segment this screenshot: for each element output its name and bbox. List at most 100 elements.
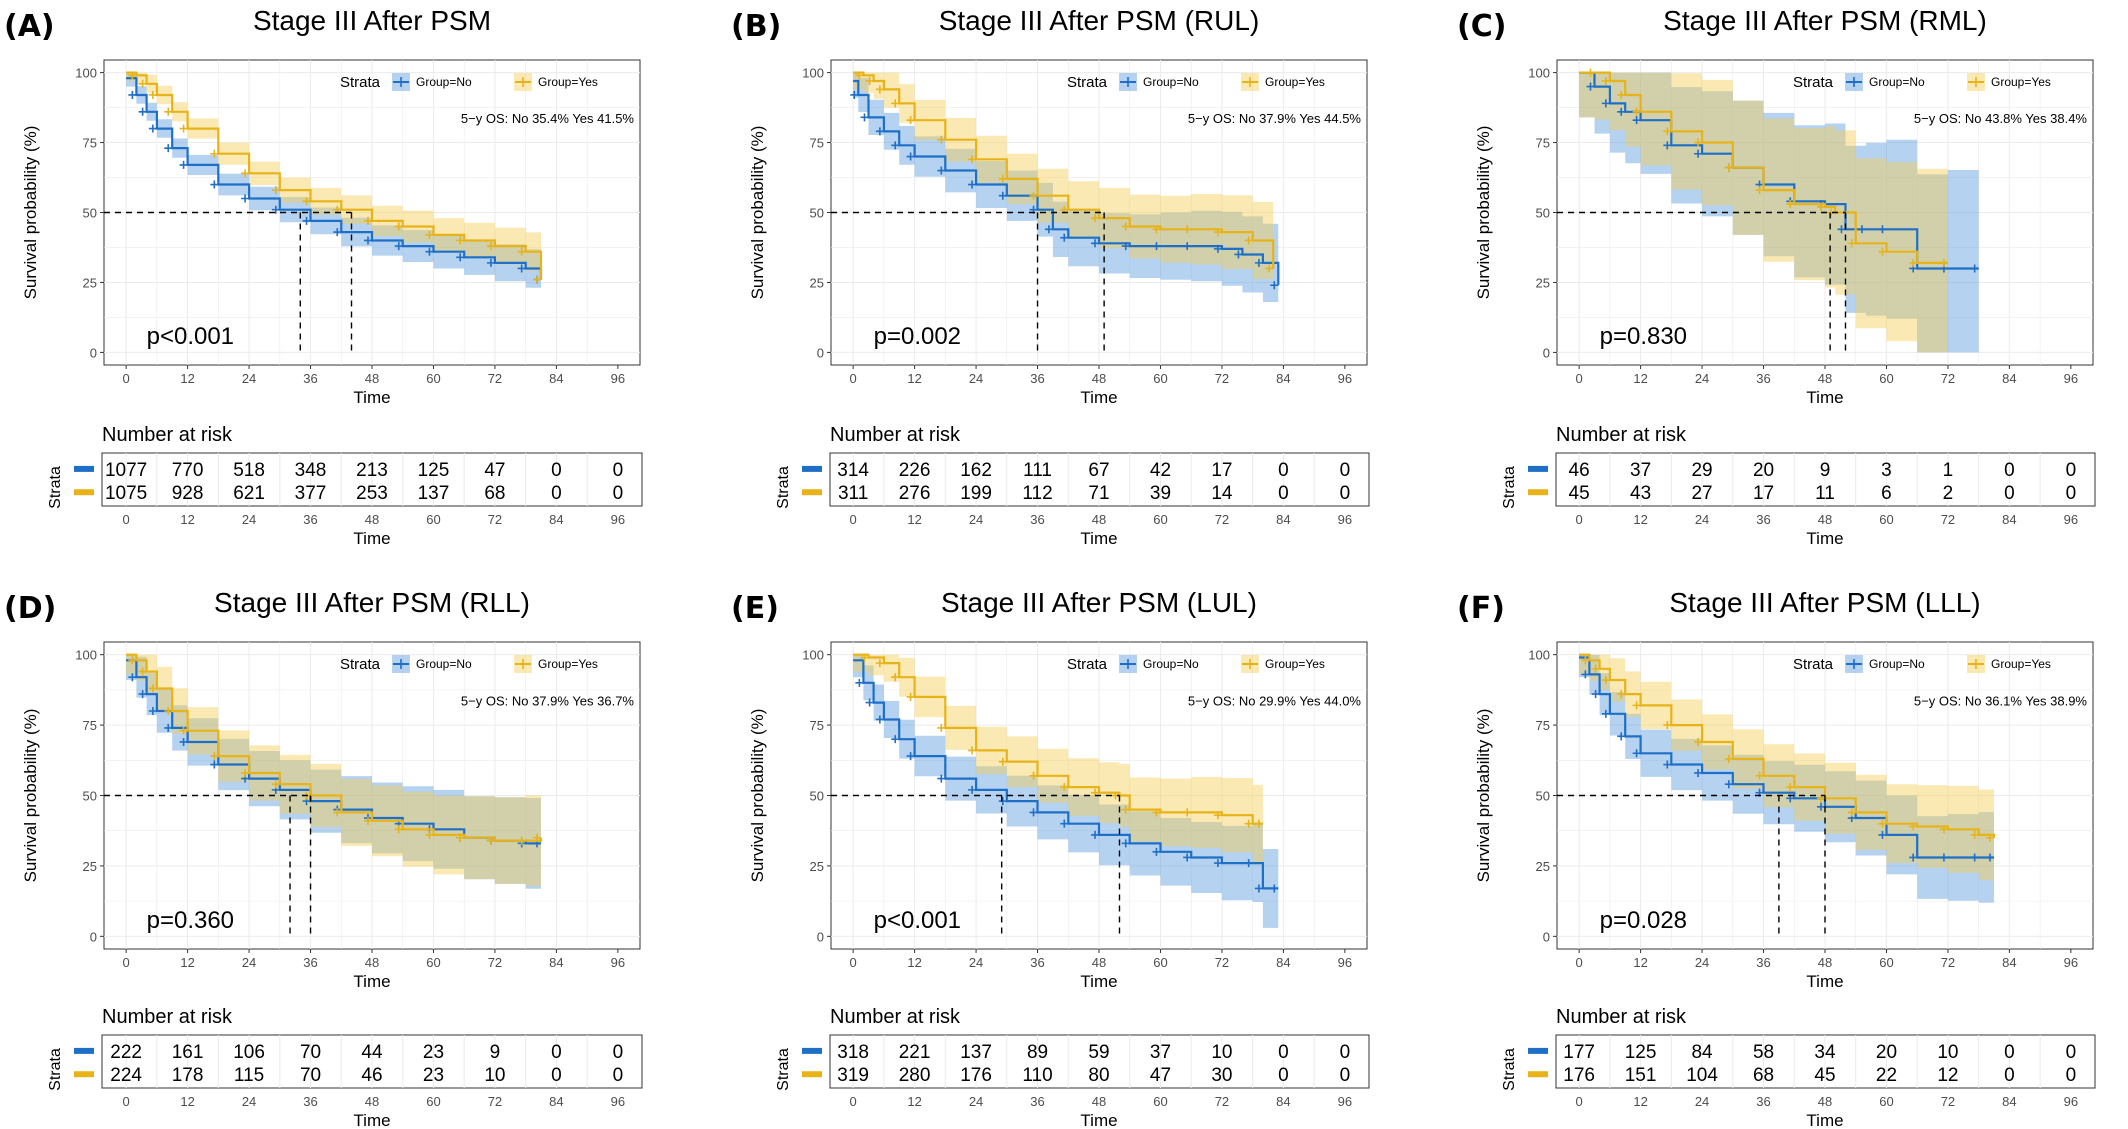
- censor-mark: [1909, 822, 1918, 831]
- censor-mark: [128, 90, 137, 99]
- risk-count: 253: [356, 483, 388, 504]
- risk-count: 151: [1625, 1065, 1657, 1086]
- risk-count: 112: [1022, 483, 1052, 504]
- x-tick-label: 0: [850, 1094, 857, 1109]
- y-tick-label: 0: [90, 929, 97, 944]
- y-axis-title: Survival probability (%): [748, 126, 767, 300]
- censor-mark: [1878, 819, 1887, 828]
- risk-table-title: Number at risk: [830, 424, 961, 446]
- censor-mark: [1213, 859, 1222, 868]
- censor-mark: [271, 780, 280, 789]
- x-tick-label: 48: [1818, 955, 1832, 970]
- panel-title: Stage III After PSM (RLL): [214, 587, 530, 618]
- x-axis-title: Time: [1806, 529, 1843, 548]
- censor-mark: [1939, 853, 1948, 862]
- censor-mark: [1121, 222, 1130, 231]
- censor-mark: [1183, 242, 1192, 251]
- p-value: p=0.830: [1600, 323, 1687, 350]
- censor-mark: [1152, 847, 1161, 856]
- y-axis-title: Survival probability (%): [1474, 126, 1493, 300]
- censor-mark: [875, 659, 884, 668]
- censor-mark: [1724, 754, 1733, 763]
- x-tick-label: 24: [242, 955, 256, 970]
- y-axis-title: Survival probability (%): [748, 709, 767, 883]
- x-tick-label: 48: [1818, 371, 1832, 386]
- x-tick-label: 0: [123, 955, 130, 970]
- risk-count: 0: [2066, 1042, 2077, 1063]
- x-tick-label: 96: [1338, 512, 1352, 527]
- risk-count: 46: [1569, 460, 1590, 481]
- x-tick-label: 36: [1030, 371, 1044, 386]
- censor-mark: [860, 113, 869, 122]
- risk-count: 67: [1088, 460, 1109, 481]
- censor-mark: [1183, 225, 1192, 234]
- x-tick-label: 12: [180, 1094, 194, 1109]
- risk-count: 84: [1691, 1042, 1713, 1063]
- censor-mark: [1857, 225, 1866, 234]
- legend-entry: Group=Yes: [538, 657, 598, 671]
- censor-mark: [1786, 200, 1795, 209]
- x-tick-label: 0: [123, 512, 130, 527]
- x-tick-label: 36: [1756, 955, 1770, 970]
- x-tick-label: 0: [850, 955, 857, 970]
- risk-count: 224: [110, 1065, 142, 1086]
- legend-title: Strata: [340, 656, 381, 673]
- y-axis-title: Survival probability (%): [1474, 709, 1493, 883]
- risk-count: 0: [1278, 1042, 1289, 1063]
- risk-count: 221: [899, 1042, 931, 1063]
- risk-count: 1075: [105, 483, 147, 504]
- censor-mark: [179, 124, 188, 133]
- risk-count: 29: [1691, 460, 1712, 481]
- x-tick-label: 24: [1695, 512, 1709, 527]
- risk-count: 71: [1088, 483, 1109, 504]
- risk-count: 222: [110, 1042, 142, 1063]
- strata-color-key: [1528, 1047, 1548, 1054]
- risk-count: 2: [1943, 483, 1954, 504]
- censor-mark: [1254, 819, 1263, 828]
- survival-curve: [1579, 653, 1996, 838]
- panel-label: (B): [731, 9, 781, 44]
- censor-mark: [1029, 771, 1038, 780]
- censor-mark: [179, 737, 188, 746]
- p-value: p=0.002: [874, 323, 961, 350]
- risk-count: 43: [1630, 483, 1651, 504]
- censor-mark: [364, 816, 372, 825]
- risk-count: 20: [1753, 460, 1774, 481]
- censor-mark: [164, 723, 173, 732]
- x-tick-label: 36: [1756, 371, 1770, 386]
- x-tick-label: 24: [969, 371, 983, 386]
- censor-mark: [860, 653, 869, 662]
- risk-count: 47: [1150, 1065, 1171, 1086]
- risk-count: 0: [613, 460, 624, 481]
- x-tick-label: 96: [2064, 955, 2078, 970]
- os-text: 5−y OS: No 35.4% Yes 41.5%: [461, 111, 635, 126]
- legend-title: Strata: [1793, 656, 1834, 673]
- risk-count: 17: [1753, 483, 1774, 504]
- x-tick-label: 60: [1153, 512, 1167, 527]
- x-tick-label: 48: [365, 1094, 379, 1109]
- legend-entry: Group=No: [1143, 657, 1199, 671]
- censor-mark: [179, 726, 188, 735]
- censor-mark: [333, 228, 342, 237]
- x-tick-label: 72: [1215, 512, 1229, 527]
- censor-mark: [456, 833, 465, 842]
- x-tick-label: 24: [969, 1094, 983, 1109]
- censor-mark: [1601, 676, 1610, 685]
- x-tick-label: 72: [1215, 1094, 1229, 1109]
- censor-mark: [891, 735, 900, 744]
- strata-label: Strata: [775, 466, 792, 509]
- censor-mark: [517, 247, 526, 256]
- censor-mark: [302, 216, 311, 225]
- strata-color-key: [802, 1047, 822, 1054]
- p-value: p<0.001: [874, 907, 961, 934]
- risk-count: 20: [1876, 1042, 1897, 1063]
- censor-mark: [1847, 239, 1856, 248]
- risk-count: 311: [838, 483, 868, 504]
- censor-mark: [1724, 780, 1733, 789]
- risk-count: 27: [1691, 483, 1712, 504]
- x-tick-label: 60: [1879, 1094, 1893, 1109]
- x-tick-label: 12: [180, 512, 194, 527]
- risk-count: 621: [233, 483, 265, 504]
- censor-mark: [128, 673, 137, 682]
